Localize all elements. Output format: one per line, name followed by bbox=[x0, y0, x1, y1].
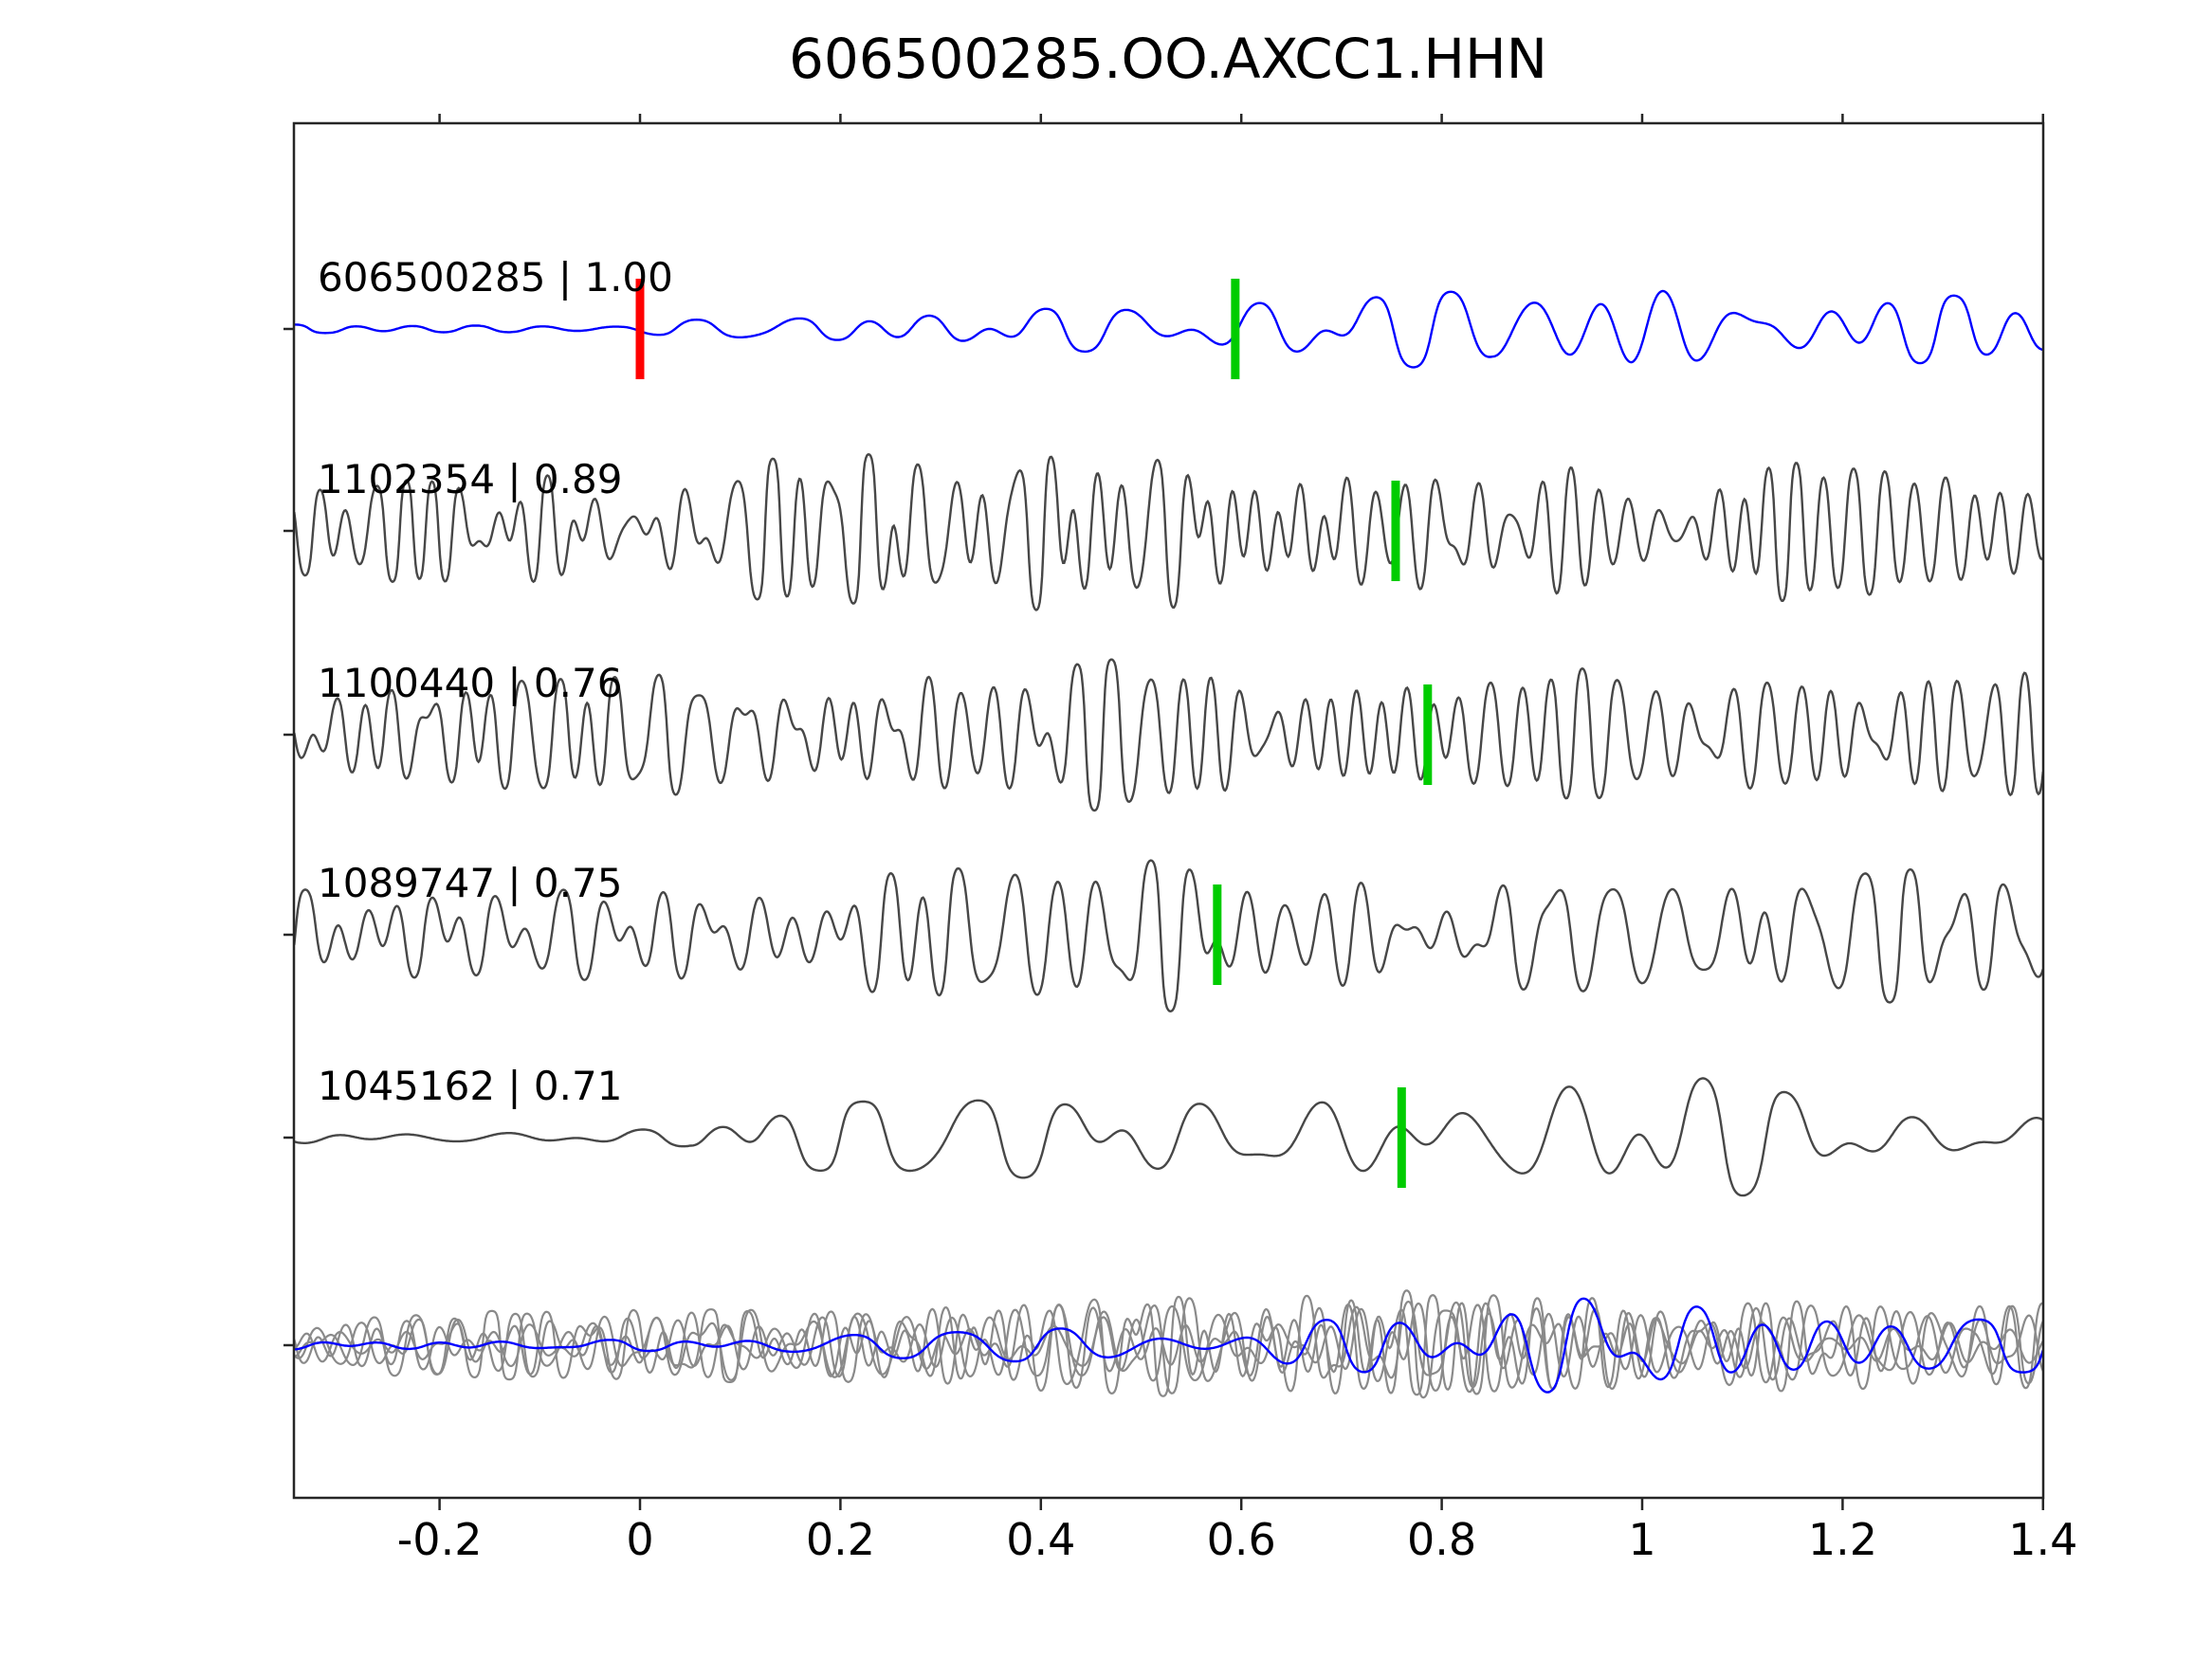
overlay-gray-trace bbox=[294, 1289, 2043, 1399]
trace-label-606500285: 606500285 | 1.00 bbox=[318, 254, 673, 301]
x-tick-label: 0.8 bbox=[1407, 1514, 1476, 1565]
x-tick-label: 1 bbox=[1628, 1514, 1655, 1565]
pick-markers-layer bbox=[635, 279, 1433, 1188]
x-tick-label: 0.2 bbox=[806, 1514, 875, 1565]
waveform-trace-1100440 bbox=[294, 658, 2043, 812]
trace-label-1102354: 1102354 | 0.89 bbox=[318, 456, 622, 502]
trace-label-1089747: 1089747 | 0.75 bbox=[318, 860, 622, 906]
trace-labels-layer: 606500285 | 1.00 1102354 | 0.89 1100440 | … bbox=[318, 254, 673, 1109]
axis-layer: -0.2 0 0.2 0.4 0.6 0.8 1 1.2 1.4 bbox=[283, 114, 2077, 1565]
x-tick-label: 0.6 bbox=[1207, 1514, 1276, 1565]
waveform-trace-1102354 bbox=[294, 453, 2043, 611]
x-tick-label: 0 bbox=[626, 1514, 653, 1565]
overlay-gray-trace bbox=[294, 1294, 2043, 1396]
overlay-gray-trace bbox=[294, 1302, 2043, 1393]
x-tick-label: 1.2 bbox=[1808, 1514, 1877, 1565]
overlay-template-trace bbox=[294, 1297, 2043, 1394]
plot-area-border bbox=[292, 121, 2045, 1500]
chart-title: 606500285.OO.AXCC1.HHN bbox=[789, 27, 1547, 91]
traces-layer bbox=[294, 289, 2043, 1399]
trace-label-1100440: 1100440 | 0.76 bbox=[318, 660, 622, 706]
x-tick-label: -0.2 bbox=[397, 1514, 483, 1565]
waveform-trace-1089747 bbox=[294, 859, 2043, 1013]
waveform-trace-1045162 bbox=[294, 1077, 2043, 1197]
waveform-trace-606500285 bbox=[294, 289, 2043, 369]
trace-label-1045162: 1045162 | 0.71 bbox=[318, 1063, 622, 1109]
x-tick-label: 0.4 bbox=[1006, 1514, 1075, 1565]
x-tick-label: 1.4 bbox=[2008, 1514, 2077, 1565]
